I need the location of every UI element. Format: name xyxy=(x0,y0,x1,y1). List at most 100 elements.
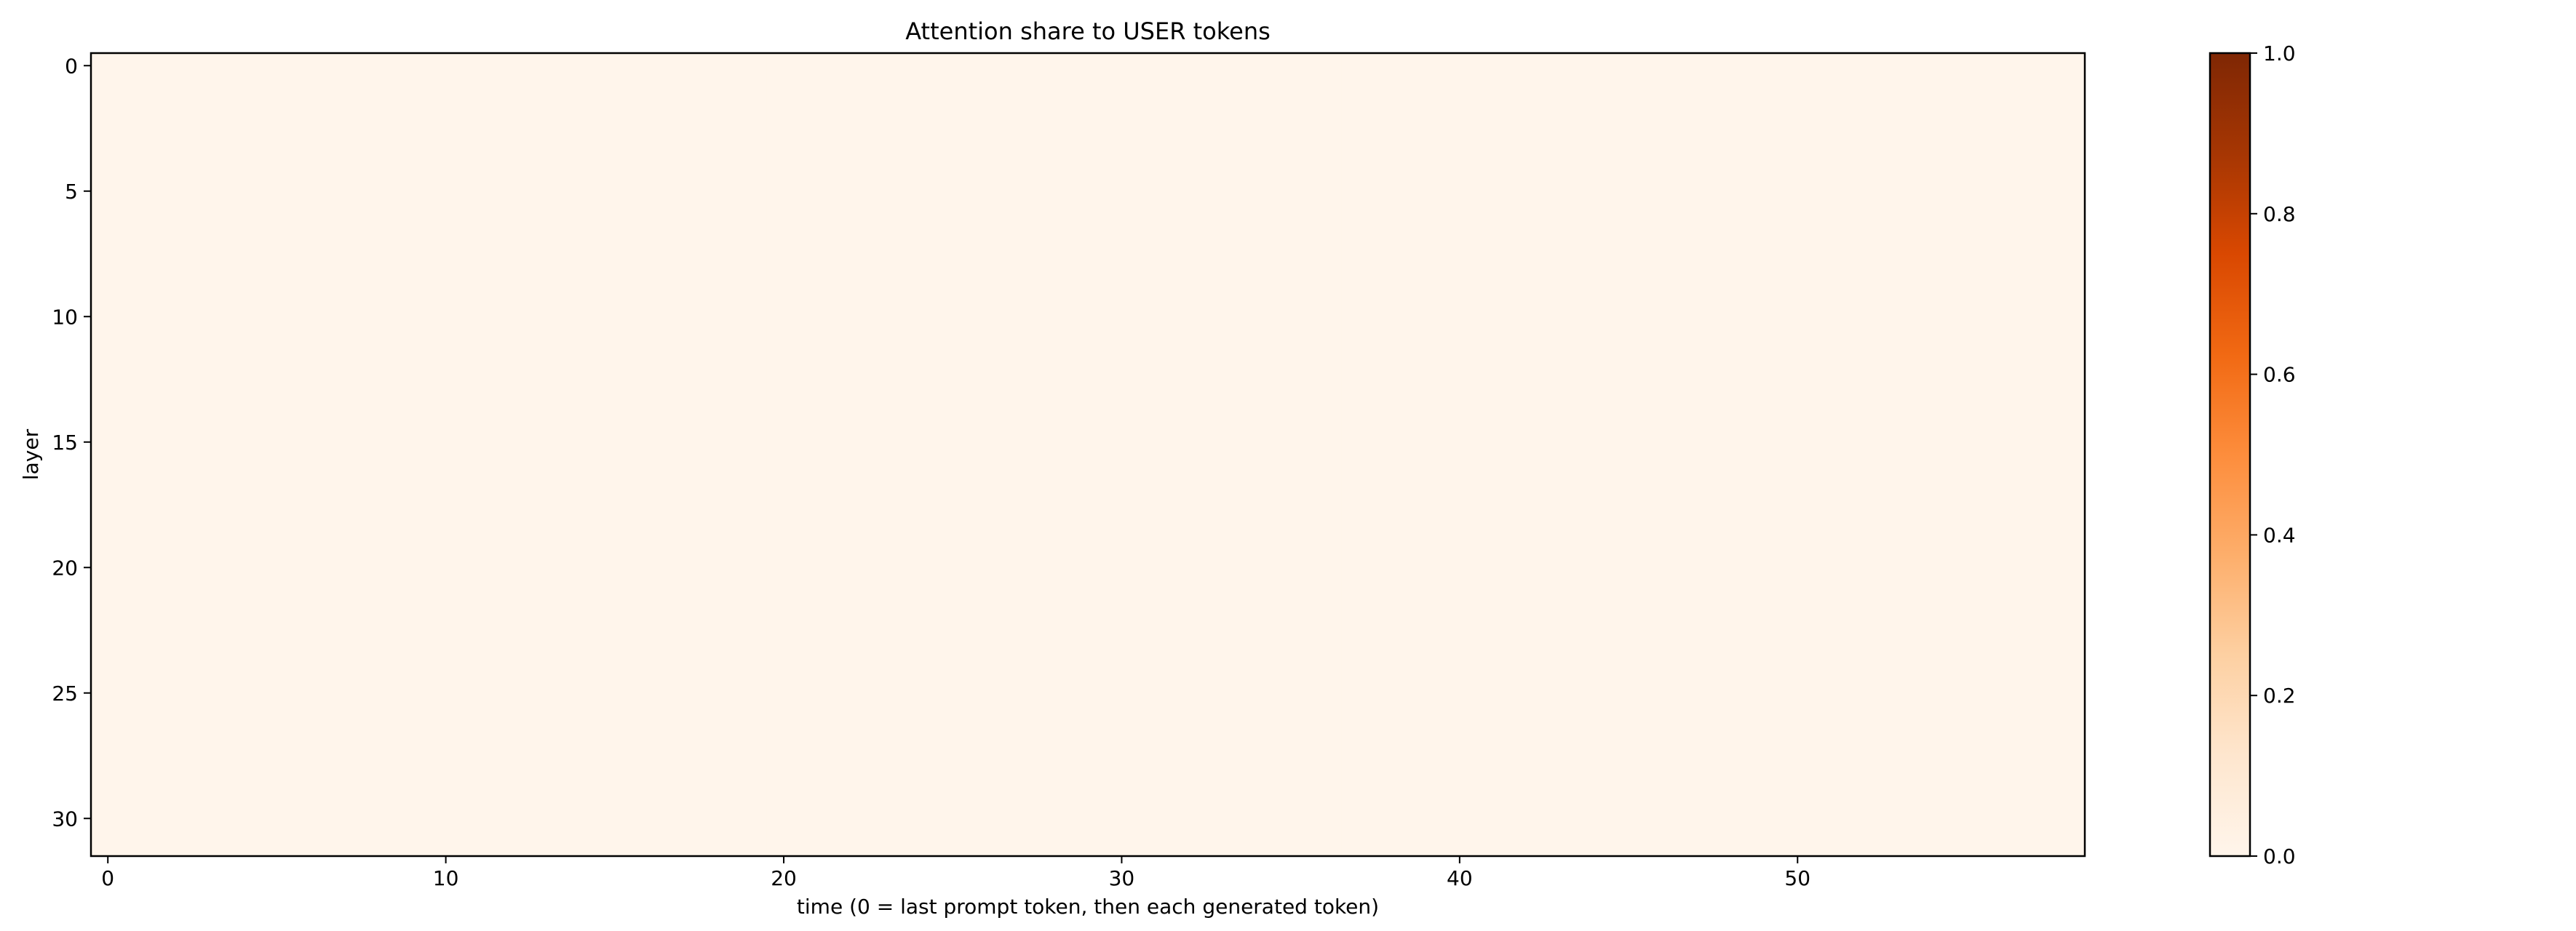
heatmap-cell xyxy=(936,254,971,280)
heatmap-cell xyxy=(1037,555,1072,581)
heatmap-cell xyxy=(1239,329,1275,355)
heatmap-cell xyxy=(1375,706,1410,732)
heatmap-cell xyxy=(1206,655,1241,682)
heatmap-cell xyxy=(429,756,464,782)
heatmap-cell xyxy=(192,204,227,230)
heatmap-cell xyxy=(1645,680,1680,706)
heatmap-cell xyxy=(1070,354,1105,380)
heatmap-cell xyxy=(91,831,126,857)
heatmap-cell xyxy=(1543,780,1578,807)
heatmap-cell xyxy=(1814,479,1849,506)
heatmap-cell xyxy=(1003,128,1038,154)
heatmap-cell xyxy=(429,78,464,104)
heatmap-cell xyxy=(1949,53,1984,79)
heatmap-cell xyxy=(1341,329,1376,355)
heatmap-cell xyxy=(564,605,599,631)
heatmap-cell xyxy=(1442,630,1477,656)
heatmap-cell xyxy=(564,530,599,556)
heatmap-cell xyxy=(293,630,328,656)
heatmap-cell xyxy=(293,530,328,556)
heatmap-cell xyxy=(1341,806,1376,832)
heatmap-cell xyxy=(293,379,328,405)
heatmap-cell xyxy=(1375,153,1410,180)
heatmap-cell xyxy=(1915,178,1950,204)
heatmap-cell xyxy=(1003,329,1038,355)
heatmap-cell xyxy=(327,178,362,204)
x-tick-label: 40 xyxy=(1447,866,1473,890)
heatmap-cell xyxy=(91,505,126,531)
heatmap-cell xyxy=(260,756,295,782)
heatmap-cell xyxy=(632,605,667,631)
heatmap-cell xyxy=(260,128,295,154)
heatmap-cell xyxy=(1172,354,1207,380)
heatmap-cell xyxy=(902,279,937,305)
heatmap-cell xyxy=(1409,53,1444,79)
heatmap-cell xyxy=(564,379,599,405)
heatmap-cell xyxy=(1307,78,1342,104)
heatmap-cell xyxy=(766,630,801,656)
heatmap-cell xyxy=(1510,279,1545,305)
heatmap-cell xyxy=(1273,479,1308,506)
heatmap-cell xyxy=(1307,228,1342,255)
heatmap-cell xyxy=(293,404,328,431)
heatmap-cell xyxy=(1442,505,1477,531)
heatmap-cell xyxy=(564,178,599,204)
heatmap-cell xyxy=(1578,153,1613,180)
heatmap-cell xyxy=(1611,580,1646,606)
heatmap-cell xyxy=(192,379,227,405)
heatmap-cell xyxy=(327,53,362,79)
heatmap-cell xyxy=(260,78,295,104)
heatmap-cell xyxy=(429,680,464,706)
heatmap-cell xyxy=(327,555,362,581)
heatmap-cell xyxy=(699,354,734,380)
heatmap-cell xyxy=(1375,505,1410,531)
heatmap-cell xyxy=(902,329,937,355)
heatmap-cell xyxy=(1105,455,1140,481)
heatmap-cell xyxy=(564,479,599,506)
heatmap-cell xyxy=(936,379,971,405)
heatmap-cell xyxy=(2051,455,2086,481)
heatmap-cell xyxy=(1713,706,1748,732)
heatmap-cell xyxy=(800,204,835,230)
heatmap-cell xyxy=(1949,680,1984,706)
heatmap-cell xyxy=(1679,530,1714,556)
heatmap-cell xyxy=(1206,831,1241,857)
heatmap-cell xyxy=(1713,204,1748,230)
heatmap-cell xyxy=(2017,530,2052,556)
heatmap-cell xyxy=(1746,831,1781,857)
heatmap-cell xyxy=(1983,53,2018,79)
heatmap-cell xyxy=(1070,404,1105,431)
heatmap-cell xyxy=(1442,329,1477,355)
heatmap-cell xyxy=(1645,178,1680,204)
heatmap-cell xyxy=(1409,530,1444,556)
heatmap-cell xyxy=(1713,555,1748,581)
heatmap-cell xyxy=(1307,128,1342,154)
heatmap-cell xyxy=(226,228,261,255)
heatmap-cell xyxy=(530,153,565,180)
colorbar-tick-label: 0.8 xyxy=(2263,202,2296,226)
heatmap-cell xyxy=(1746,153,1781,180)
heatmap-cell xyxy=(1679,680,1714,706)
heatmap-cell xyxy=(1138,279,1173,305)
heatmap-cell xyxy=(1307,254,1342,280)
heatmap-cell xyxy=(766,605,801,631)
heatmap-cell xyxy=(1949,780,1984,807)
heatmap-cell xyxy=(1882,204,1917,230)
heatmap-cell xyxy=(564,505,599,531)
heatmap-cell xyxy=(530,279,565,305)
heatmap-cell xyxy=(1611,479,1646,506)
heatmap-cell xyxy=(1746,555,1781,581)
heatmap-cell xyxy=(1476,756,1511,782)
heatmap-cell xyxy=(361,103,396,129)
heatmap-cell xyxy=(868,379,903,405)
heatmap-cell xyxy=(1645,730,1680,756)
heatmap-cell xyxy=(1138,756,1173,782)
heatmap-cell xyxy=(800,379,835,405)
heatmap-cell xyxy=(293,329,328,355)
heatmap-cell xyxy=(1645,530,1680,556)
heatmap-cell xyxy=(1814,756,1849,782)
heatmap-cell xyxy=(902,756,937,782)
heatmap-cell xyxy=(699,304,734,330)
heatmap-cell xyxy=(158,730,193,756)
